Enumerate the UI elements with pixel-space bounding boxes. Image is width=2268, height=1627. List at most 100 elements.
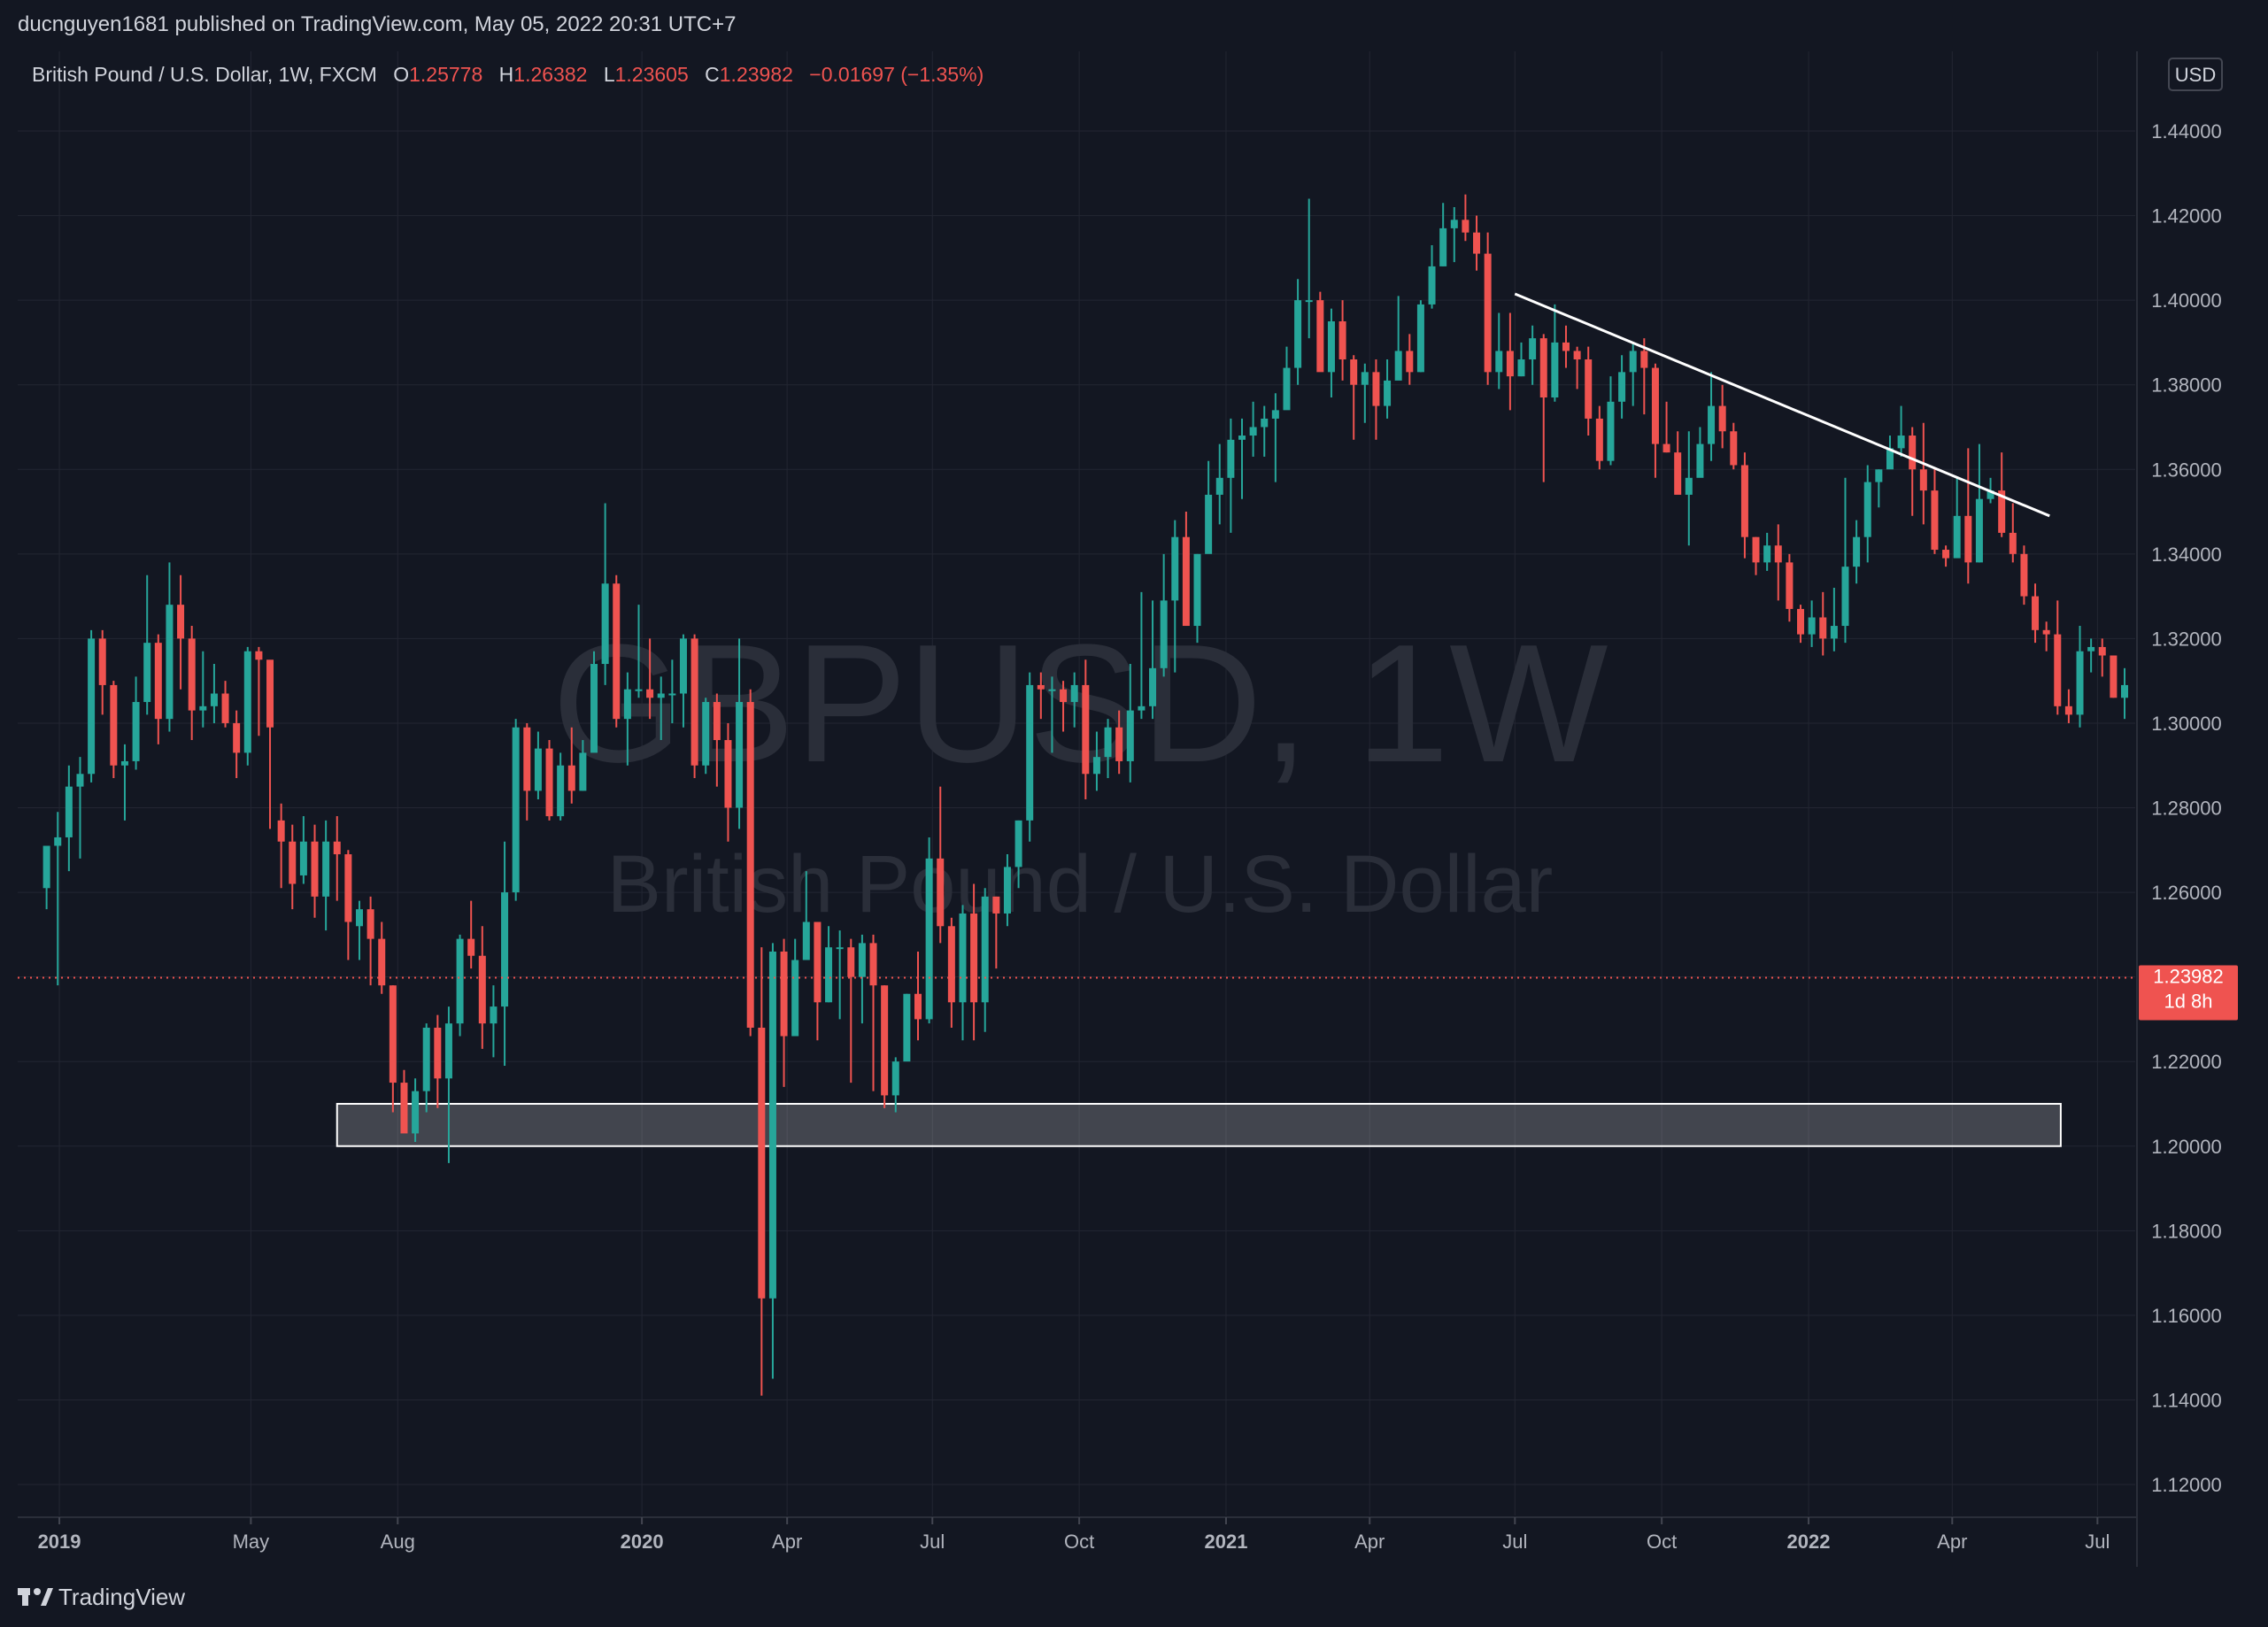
candle-body xyxy=(1740,465,1748,537)
candle xyxy=(1238,418,1246,499)
candle xyxy=(1462,194,1470,242)
candle-body xyxy=(501,892,509,1007)
candle-body xyxy=(1126,710,1134,761)
tradingview-logo[interactable]: TradingView xyxy=(18,1584,185,1610)
candle xyxy=(780,938,788,1087)
candle-body xyxy=(1975,498,1983,563)
candle xyxy=(557,752,565,821)
watermark: GBPUSD, 1W British Pound / U.S. Dollar xyxy=(552,610,1608,929)
candle xyxy=(679,634,687,728)
candle-body xyxy=(2087,646,2095,652)
candle-body xyxy=(992,896,1000,914)
candle-body xyxy=(635,689,643,691)
price-tick-label: 1.28000 xyxy=(2151,798,2222,820)
candle xyxy=(713,693,721,787)
candle xyxy=(1495,312,1503,389)
candle-body xyxy=(981,896,989,1003)
legend-open-label: O xyxy=(393,63,409,86)
legend-high-label: H xyxy=(499,63,514,86)
candle xyxy=(2020,545,2028,605)
candle xyxy=(981,888,989,1032)
candle xyxy=(1517,342,1525,377)
legend: British Pound / U.S. Dollar, 1W, FXCM O 1… xyxy=(32,63,984,86)
candle-body xyxy=(199,706,207,711)
candle xyxy=(970,883,978,1041)
currency-button[interactable]: USD xyxy=(2168,58,2223,91)
price-axis[interactable]: 1.12000 1.14000 1.16000 1.18000 1.20000 1.220… xyxy=(2151,120,2222,1496)
candle-body xyxy=(1797,608,1805,635)
candle xyxy=(1763,532,1771,571)
candle-body xyxy=(110,684,118,766)
candle-body xyxy=(1149,667,1157,706)
candle-body xyxy=(512,727,520,893)
candle-body xyxy=(780,951,788,1037)
candle xyxy=(1931,469,1939,554)
candle xyxy=(1740,452,1748,559)
candle xyxy=(1406,334,1414,385)
candle xyxy=(1662,401,1670,453)
candle-body xyxy=(1618,372,1626,402)
candle xyxy=(1205,460,1213,554)
candle xyxy=(534,731,542,799)
candle xyxy=(501,841,509,1066)
time-axis[interactable]: 2019 May Aug 2020 Apr Jul Oct 2021 Apr Jul Oct 2022… xyxy=(38,1517,2110,1553)
candle xyxy=(444,1006,452,1163)
candle xyxy=(1685,431,1693,546)
watermark-description: British Pound / U.S. Dollar xyxy=(607,839,1554,929)
candle-body xyxy=(657,693,665,698)
candle xyxy=(1730,422,1738,470)
legend-high-value: 1.26382 xyxy=(513,63,587,86)
candle-body xyxy=(1551,342,1559,398)
candles xyxy=(42,194,2128,1396)
support-zone-rectangle[interactable] xyxy=(336,1102,2062,1147)
legend-symbol: British Pound / U.S. Dollar, 1W, FXCM xyxy=(32,63,377,86)
candle-body xyxy=(1193,553,1201,627)
candle-body xyxy=(579,752,587,791)
candle-body xyxy=(858,943,866,977)
candle xyxy=(378,921,386,994)
descending-trendline[interactable] xyxy=(1514,292,2050,518)
candle-body xyxy=(210,693,218,706)
candle-body xyxy=(914,993,922,1020)
last-price-value: 1.23982 xyxy=(2153,965,2224,987)
candle-body xyxy=(1249,427,1257,436)
candle-body xyxy=(1931,490,1939,551)
candle xyxy=(914,951,922,1041)
candle-body xyxy=(545,748,553,817)
time-tick-label: Jul xyxy=(920,1531,945,1553)
candle xyxy=(1160,553,1168,677)
candle-body xyxy=(646,689,654,698)
candle xyxy=(166,562,174,732)
candle xyxy=(702,698,710,775)
candle xyxy=(1830,588,1838,652)
candle-body xyxy=(389,985,397,1083)
candle xyxy=(847,938,855,1083)
candle xyxy=(1484,232,1492,385)
candle-body xyxy=(333,841,341,855)
candle-body xyxy=(444,1023,452,1079)
candle xyxy=(1964,448,1972,584)
price-tick-label: 1.14000 xyxy=(2151,1389,2222,1411)
candle-body xyxy=(1361,372,1369,385)
candle xyxy=(646,638,654,720)
watermark-ticker: GBPUSD, 1W xyxy=(552,610,1608,798)
candle xyxy=(289,824,297,910)
candle xyxy=(1171,520,1179,673)
candle-body xyxy=(1473,232,1481,254)
candle xyxy=(903,993,911,1062)
candle xyxy=(1919,422,1927,525)
candle-body xyxy=(847,947,855,977)
candle xyxy=(1450,207,1458,263)
candle xyxy=(1327,308,1335,398)
candle-body xyxy=(1316,300,1324,373)
candle-body xyxy=(143,643,151,703)
candle-body xyxy=(177,605,185,639)
candle xyxy=(2087,638,2095,673)
candle xyxy=(333,816,341,901)
candle xyxy=(188,626,196,741)
candle-body xyxy=(567,765,575,791)
candle xyxy=(601,503,609,685)
candle xyxy=(98,629,106,715)
candle xyxy=(412,1078,420,1142)
